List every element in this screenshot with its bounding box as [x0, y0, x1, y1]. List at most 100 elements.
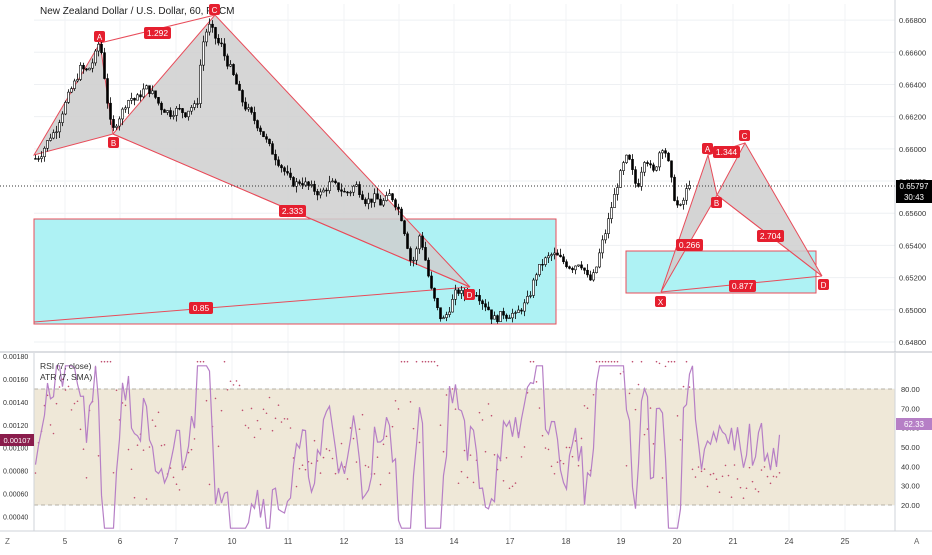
atr-dot: [601, 360, 604, 363]
atr-dot: [676, 415, 679, 417]
pattern1-label-c[interactable]: C: [209, 4, 220, 15]
candle-body: [304, 181, 307, 186]
atr-dot: [508, 487, 511, 490]
zone-right[interactable]: [625, 250, 817, 294]
atr-dot: [472, 481, 475, 484]
atr-dot: [244, 424, 247, 427]
atr-dot: [184, 466, 187, 469]
atr-dot: [484, 450, 487, 453]
candle-body: [313, 184, 316, 192]
corner-right-label[interactable]: A: [914, 537, 920, 546]
pattern2-ratio-x-d[interactable]: 0.877: [729, 280, 756, 292]
atr-dot: [169, 467, 172, 469]
atr-dot: [442, 450, 445, 453]
pattern2-ratio-bc-d[interactable]: 2.704: [757, 230, 784, 242]
atr-dot: [160, 444, 163, 447]
rsi-tick-label: 80.00: [901, 385, 920, 394]
atr-dot: [115, 389, 118, 392]
pattern1-a-text: A: [97, 33, 103, 42]
candle-body: [661, 150, 664, 154]
candle-body: [64, 102, 67, 115]
candle-body: [382, 200, 385, 206]
candle-body: [319, 191, 322, 196]
candle-body: [262, 131, 265, 137]
atr-tick-label: 0.00180: [3, 354, 28, 361]
atr-dot: [64, 389, 67, 391]
pattern1-label-b[interactable]: B: [108, 137, 119, 148]
atr-dot: [112, 471, 115, 474]
atr-dot: [778, 472, 781, 474]
pattern1-label-d[interactable]: D: [464, 289, 475, 300]
candle-body: [421, 235, 424, 248]
atr-dot: [646, 428, 649, 430]
candle-body: [331, 180, 334, 183]
atr-dot: [358, 428, 361, 430]
pattern2-label-a[interactable]: A: [702, 143, 713, 154]
candle-body: [514, 312, 517, 314]
candle-body: [40, 156, 43, 159]
atr-legend[interactable]: ATR (7, SMA): [40, 372, 92, 382]
candle-body: [133, 98, 136, 101]
candle-body: [307, 181, 310, 186]
atr-dot: [550, 465, 553, 468]
atr-dot: [253, 436, 256, 439]
candle-body: [646, 162, 649, 164]
pattern2-label-d[interactable]: D: [818, 279, 829, 290]
candle-body: [487, 306, 490, 311]
atr-dot: [280, 421, 283, 423]
candle-body: [388, 193, 391, 196]
atr-dot: [568, 446, 571, 449]
indicator-left-axis[interactable]: 0.00180 0.00160 0.00140 0.00120 0.00100 0.000…: [3, 354, 28, 522]
pattern2-ratio-x-b[interactable]: 0.266: [676, 239, 703, 251]
atr-dot: [46, 394, 49, 397]
pattern1-ratio-b-d[interactable]: 2.333: [279, 205, 306, 217]
zone-left[interactable]: [33, 218, 557, 325]
atr-dot: [772, 475, 775, 478]
atr-dot: [415, 360, 418, 363]
candle-body: [220, 42, 223, 45]
pattern2-label-b[interactable]: B: [711, 197, 722, 208]
rsi-tick-label: 70.00: [901, 404, 920, 413]
candle-body: [361, 194, 364, 200]
candle-body: [625, 154, 628, 163]
rsi-legend[interactable]: RSI (7, close): [40, 361, 92, 371]
pattern2-label-c[interactable]: C: [739, 130, 750, 141]
candle-body: [610, 207, 613, 219]
candle-body: [232, 64, 235, 75]
time-tick-label: 12: [340, 537, 349, 546]
pattern1-ratio-x-d[interactable]: 0.85: [189, 302, 213, 314]
candle-body: [478, 295, 481, 302]
candle-body: [217, 37, 220, 44]
atr-dot: [541, 434, 544, 437]
atr-dot: [421, 360, 424, 363]
atr-dot: [658, 362, 661, 365]
last-price-text: 0.65797: [900, 182, 929, 191]
candle-body: [241, 90, 244, 103]
candle-body: [223, 43, 226, 57]
atr-dot: [463, 449, 466, 452]
pattern2-ratio-ab-c[interactable]: 1.344: [713, 146, 740, 158]
pattern2-label-x[interactable]: X: [655, 296, 666, 307]
atr-dot: [574, 440, 577, 442]
pattern1-label-a[interactable]: A: [94, 31, 105, 42]
atr-dot: [586, 407, 589, 409]
candle-body: [379, 198, 382, 206]
candle-body: [268, 138, 271, 144]
candle-body: [157, 97, 160, 104]
atr-dot: [565, 446, 568, 449]
corner-left-label[interactable]: Z: [5, 537, 10, 546]
candle-body: [271, 143, 274, 155]
time-tick-label: 19: [617, 537, 626, 546]
last-price-badge[interactable]: 0.65797: [896, 180, 932, 192]
time-tick-label: 13: [395, 537, 404, 546]
pattern2-ratio-x-d-text: 0.877: [732, 281, 754, 291]
price-tick-label: 0.64800: [899, 338, 926, 347]
pattern1-ratio-ab-c[interactable]: 1.292: [144, 27, 171, 39]
time-tick-label: 7: [174, 537, 179, 546]
atr-dot: [454, 408, 457, 410]
time-axis[interactable]: 5 6 7 10 11 12 13 14 17 18 19 20 21 24 25: [63, 537, 850, 546]
candle-body: [292, 177, 295, 187]
atr-dot: [289, 427, 292, 429]
atr-dot: [373, 473, 376, 475]
